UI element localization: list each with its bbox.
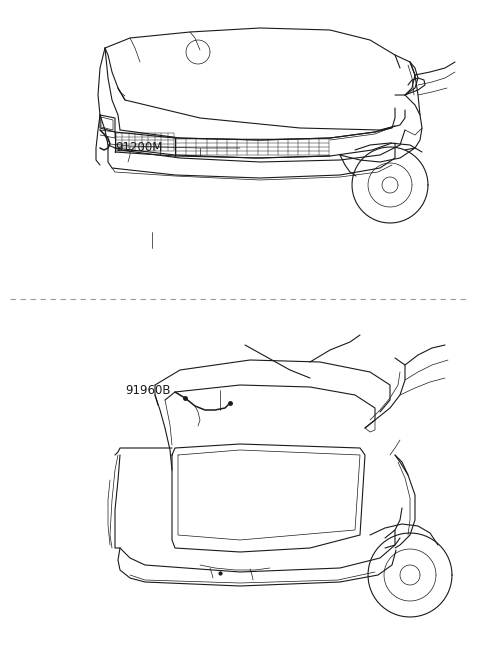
Text: 91960B: 91960B: [125, 384, 170, 397]
Text: 91200M: 91200M: [115, 141, 163, 154]
